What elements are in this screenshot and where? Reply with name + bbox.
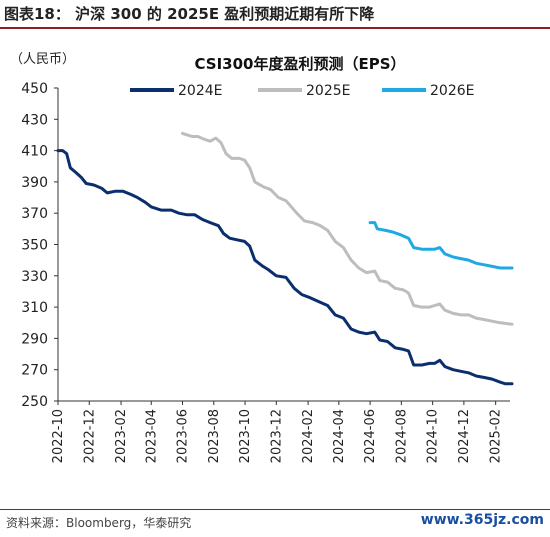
x-tick-label: 2024-10 [426, 409, 441, 463]
x-tick-label: 2024-04 [332, 409, 347, 463]
chart-title: CSI300年度盈利预测（EPS） [194, 55, 405, 73]
y-tick-label: 350 [21, 238, 48, 254]
source-note: 资料来源：Bloomberg，华泰研究 [6, 516, 192, 530]
x-tick-label: 2023-02 [114, 409, 129, 463]
y-axis: 250 270 290 310 330 350 370 390 410 430 450 [21, 81, 59, 410]
legend-label-2025E: 2025E [306, 83, 350, 99]
legend-label-2026E: 2026E [430, 83, 474, 99]
watermark: www.365jz.com [420, 512, 544, 528]
x-tick-label: 2022-12 [82, 409, 97, 463]
x-tick-label: 2025-02 [489, 409, 504, 463]
y-tick-label: 410 [21, 144, 48, 160]
y-tick-label: 250 [21, 394, 48, 410]
x-tick-label: 2023-08 [207, 409, 222, 463]
series-layer [56, 131, 514, 386]
y-tick-label: 290 [21, 331, 48, 347]
x-tick-label: 2023-10 [238, 409, 253, 463]
x-tick-label: 2024-02 [301, 409, 316, 463]
x-tick-label: 2024-06 [363, 409, 378, 463]
figure-title: 图表18： 沪深 300 的 2025E 盈利预期近期有所下降 [4, 5, 375, 23]
y-tick-label: 390 [21, 175, 48, 191]
series-line-2024E [56, 149, 514, 386]
legend-label-2024E: 2024E [178, 83, 222, 99]
y-tick-label: 450 [21, 81, 48, 97]
legend: 2024E 2025E 2026E [130, 83, 474, 99]
series-line-2026E [368, 221, 514, 270]
y-tick-label: 310 [21, 300, 48, 316]
series-line-2025E [181, 131, 514, 326]
x-tick-label: 2023-06 [176, 409, 191, 463]
title-divider [0, 27, 550, 29]
x-tick-label: 2022-10 [51, 409, 66, 463]
x-tick-label: 2024-08 [394, 409, 409, 463]
y-tick-label: 270 [21, 363, 48, 379]
footer-divider [0, 509, 550, 510]
x-tick-label: 2023-04 [144, 409, 159, 463]
x-tick-label: 2023-12 [269, 409, 284, 463]
unit-label: （人民币） [10, 52, 76, 67]
y-tick-label: 330 [21, 269, 48, 285]
y-tick-label: 370 [21, 206, 48, 222]
x-tick-label: 2024-12 [457, 409, 472, 463]
y-tick-label: 430 [21, 112, 48, 128]
x-axis: 2022-10 2022-12 2023-02 2023-04 2023-06 2023-… [51, 400, 510, 463]
